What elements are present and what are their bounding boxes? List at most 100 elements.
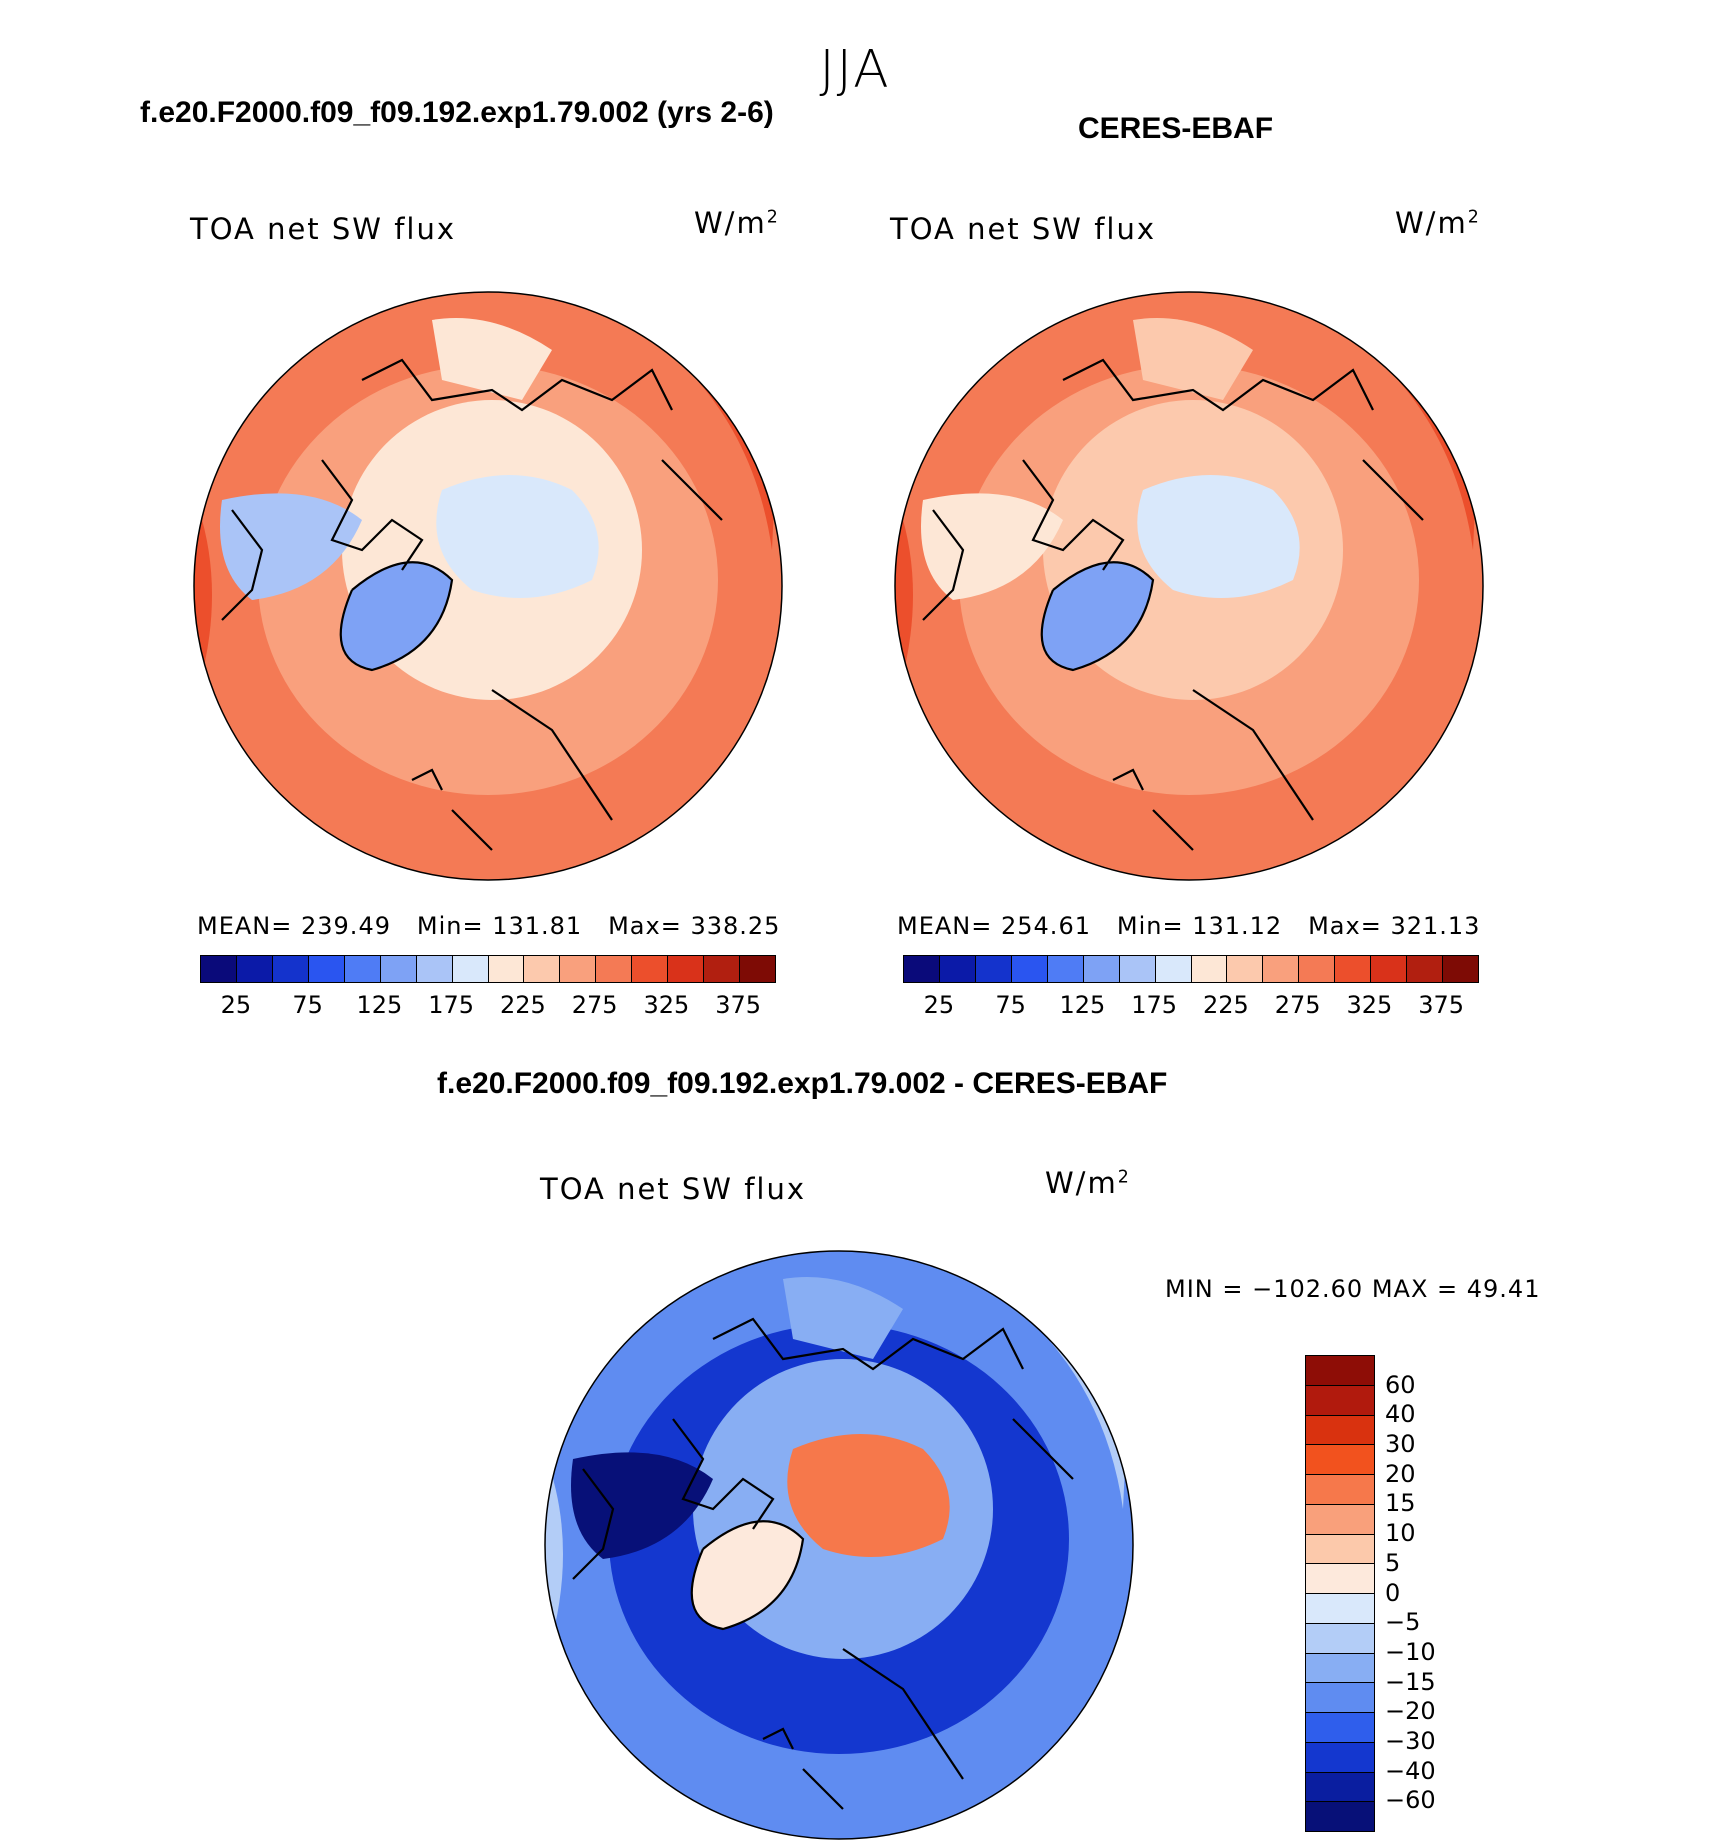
colorbar-box xyxy=(632,956,669,982)
coastline xyxy=(922,358,1424,851)
colorbar-tick-label: 175 xyxy=(428,991,475,1019)
model-units-label: W/m2 xyxy=(694,206,780,240)
colorbar-tick-label: 375 xyxy=(1418,991,1465,1019)
coastline xyxy=(221,358,723,851)
colorbar-level-label: −60 xyxy=(1385,1786,1436,1815)
colorbar-box xyxy=(740,956,775,982)
colorbar-box xyxy=(1306,1475,1374,1505)
obs-stats: MEAN= 254.61 Min= 131.12 Max= 321.13 xyxy=(897,912,1480,940)
model-mean-label: MEAN= xyxy=(197,912,293,940)
colorbar-box xyxy=(1306,1742,1374,1773)
colorbar-box xyxy=(1306,1385,1374,1416)
colorbar-box xyxy=(416,956,453,982)
colorbar-box xyxy=(1371,956,1408,982)
colorbar-box xyxy=(272,956,309,982)
model-panel-title: f.e20.F2000.f09_f09.192.exp1.79.002 (yrs… xyxy=(140,96,774,129)
map-boundary-circle xyxy=(894,291,1484,881)
obs-units-label: W/m2 xyxy=(1395,206,1481,240)
diff-units: W/m xyxy=(1045,1166,1118,1200)
colorbar-box xyxy=(1306,1564,1374,1594)
field-siberia xyxy=(783,1277,903,1359)
colorbar-box xyxy=(596,956,633,982)
colorbar-box xyxy=(1443,956,1478,982)
colorbar-box xyxy=(975,956,1012,982)
obs-max-value: 321.13 xyxy=(1390,912,1481,940)
diff-variable-label: TOA net SW flux xyxy=(540,1172,807,1206)
colorbar-tick-label: 225 xyxy=(499,991,546,1019)
colorbar-level-label: −15 xyxy=(1385,1667,1436,1696)
colorbar-level-label: 15 xyxy=(1385,1489,1416,1518)
obs-panel-title: CERES-EBAF xyxy=(1078,112,1274,145)
model-max-label: Max= xyxy=(608,912,682,940)
field-greenland xyxy=(1041,562,1153,670)
colorbar-box xyxy=(236,956,273,982)
model-stats: MEAN= 239.49 Min= 131.81 Max= 338.25 xyxy=(197,912,780,940)
obs-max-label: Max= xyxy=(1308,912,1382,940)
colorbar-tick-label: 225 xyxy=(1202,991,1249,1019)
colorbar-level-label: −10 xyxy=(1385,1637,1436,1666)
diff-colorbar xyxy=(1305,1355,1375,1832)
colorbar-box xyxy=(1306,1356,1374,1386)
colorbar-level-label: 30 xyxy=(1385,1430,1416,1459)
colorbar-box xyxy=(380,956,417,982)
colorbar-box xyxy=(488,956,525,982)
obs-units-sup: 2 xyxy=(1467,207,1481,228)
colorbar-tick-label: 125 xyxy=(1059,991,1106,1019)
obs-min-label: Min= xyxy=(1116,912,1184,940)
colorbar-level-label: −40 xyxy=(1385,1756,1436,1785)
model-variable-label: TOA net SW flux xyxy=(190,212,457,246)
colorbar-box xyxy=(1306,1683,1374,1713)
diff-minmax-label: MIN = −102.60 MAX = 49.41 xyxy=(1165,1275,1541,1303)
map-boundary-circle xyxy=(544,1250,1134,1840)
colorbar-box xyxy=(1306,1594,1374,1624)
colorbar-level-label: 40 xyxy=(1385,1400,1416,1429)
colorbar-box xyxy=(1306,1623,1374,1654)
field-arctic-ocean xyxy=(787,1434,950,1557)
map-field xyxy=(545,1251,1133,1839)
field-siberia xyxy=(1133,318,1253,400)
colorbar-box xyxy=(1306,1415,1374,1446)
model-max-value: 338.25 xyxy=(690,912,781,940)
colorbar-box xyxy=(1263,956,1300,982)
colorbar-box xyxy=(524,956,561,982)
diff-panel-title: f.e20.F2000.f09_f09.192.exp1.79.002 - CE… xyxy=(437,1067,1168,1100)
colorbar-box xyxy=(1306,1802,1374,1831)
colorbar-tick-label: 25 xyxy=(220,991,252,1019)
model-min-label: Min= xyxy=(416,912,484,940)
colorbar-box xyxy=(1306,1534,1374,1565)
field-siberia xyxy=(432,318,552,400)
colorbar-tick-label: 25 xyxy=(923,991,955,1019)
coastline xyxy=(572,1317,1074,1810)
colorbar-box xyxy=(1191,956,1228,982)
colorbar-box xyxy=(668,956,705,982)
colorbar-box xyxy=(308,956,345,982)
field-arctic-ocean xyxy=(1137,475,1300,598)
model-polar-map xyxy=(193,291,783,881)
colorbar-tick-label: 375 xyxy=(715,991,762,1019)
diff-units-label: W/m2 xyxy=(1045,1166,1131,1200)
field-arctic-ocean xyxy=(436,475,599,598)
season-title: JJA xyxy=(819,40,891,100)
map-boundary-circle xyxy=(193,291,783,881)
colorbar-tick-label: 325 xyxy=(1346,991,1393,1019)
model-units: W/m xyxy=(694,206,767,240)
colorbar-box xyxy=(201,956,237,982)
obs-mean-value: 254.61 xyxy=(1001,912,1091,940)
colorbar-tick-label: 275 xyxy=(1274,991,1321,1019)
obs-variable-label: TOA net SW flux xyxy=(890,212,1157,246)
colorbar-level-label: 60 xyxy=(1385,1370,1416,1399)
colorbar-box xyxy=(704,956,741,982)
obs-colorbar xyxy=(903,955,1479,983)
colorbar-box xyxy=(1306,1772,1374,1803)
colorbar-box xyxy=(1011,956,1048,982)
colorbar-box xyxy=(1306,1653,1374,1684)
model-mean-value: 239.49 xyxy=(301,912,391,940)
colorbar-level-label: 10 xyxy=(1385,1519,1416,1548)
model-units-sup: 2 xyxy=(766,207,780,228)
obs-mean-label: MEAN= xyxy=(897,912,993,940)
colorbar-box xyxy=(452,956,489,982)
map-field xyxy=(895,292,1483,880)
colorbar-box xyxy=(560,956,597,982)
colorbar-level-label: 20 xyxy=(1385,1459,1416,1488)
colorbar-tick-label: 325 xyxy=(643,991,690,1019)
